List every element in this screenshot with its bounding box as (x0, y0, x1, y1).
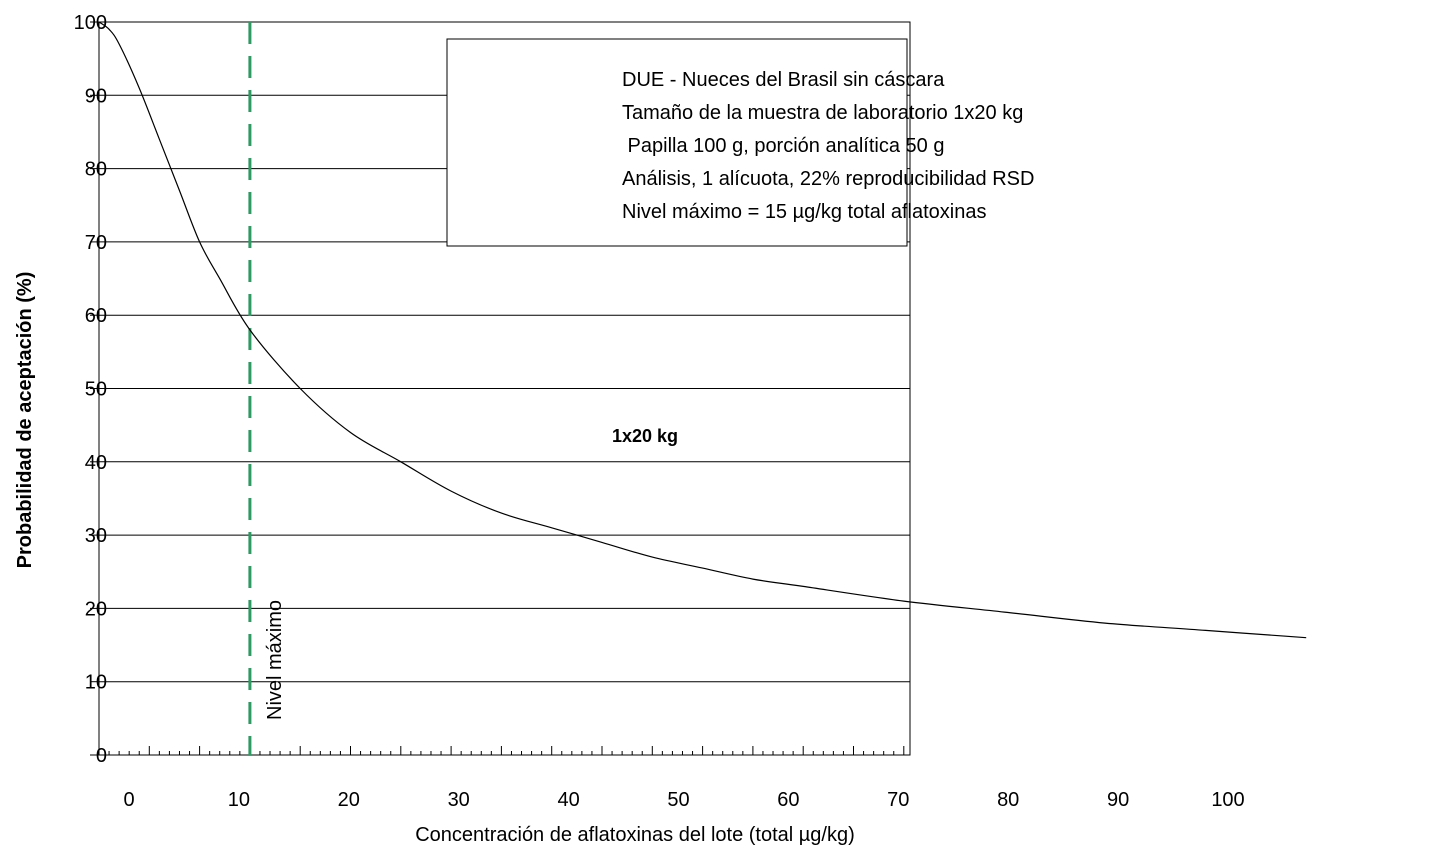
series-line-1x20kg (98, 21, 1307, 639)
series-label: 1x20 kg (612, 426, 678, 446)
x-tick-label: 50 (667, 789, 689, 811)
x-tick-label: 100 (1211, 789, 1244, 811)
x-axis-tick-labels: 0 10 20 30 40 50 60 70 80 90 100 (123, 789, 1244, 811)
info-line: DUE - Nueces del Brasil sin cáscara (622, 69, 945, 91)
x-tick-label: 60 (777, 789, 799, 811)
info-line: Papilla 100 g, porción analítica 50 g (622, 135, 944, 157)
info-box: DUE - Nueces del Brasil sin cáscara Tama… (446, 38, 1034, 247)
x-tick-label: 70 (887, 789, 909, 811)
y-tick-label: 100 (74, 12, 107, 34)
max-level-label: Nivel máximo (264, 600, 286, 720)
y-tick-label: 0 (96, 745, 107, 767)
y-tick-label: 40 (85, 452, 107, 474)
y-tick-label: 50 (85, 379, 107, 401)
y-tick-label: 80 (85, 159, 107, 181)
info-line: Tamaño de la muestra de laboratorio 1x20… (622, 102, 1023, 124)
x-tick-label: 80 (997, 789, 1019, 811)
y-axis-tick-labels: 0 10 20 30 40 50 60 70 80 90 100 (74, 12, 107, 767)
y-axis-ticks (90, 21, 99, 756)
y-axis-title: Probabilidad de aceptación (%) (14, 272, 36, 569)
info-line: Análisis, 1 alícuota, 22% reproducibilid… (622, 168, 1034, 190)
y-tick-label: 60 (85, 305, 107, 327)
x-tick-label: 40 (557, 789, 579, 811)
x-axis-title: Concentración de aflatoxinas del lote (t… (415, 824, 855, 846)
x-axis-ticks (98, 746, 905, 755)
x-tick-label: 30 (448, 789, 470, 811)
x-tick-label: 0 (123, 789, 134, 811)
x-tick-label: 10 (228, 789, 250, 811)
x-tick-label: 90 (1107, 789, 1129, 811)
y-tick-label: 10 (85, 672, 107, 694)
y-tick-label: 20 (85, 598, 107, 620)
info-line: Nivel máximo = 15 µg/kg total aflatoxina… (622, 201, 986, 223)
info-box-frame (446, 38, 908, 247)
x-tick-label: 20 (338, 789, 360, 811)
y-tick-label: 90 (85, 85, 107, 107)
y-tick-label: 70 (85, 232, 107, 254)
y-tick-label: 30 (85, 525, 107, 547)
